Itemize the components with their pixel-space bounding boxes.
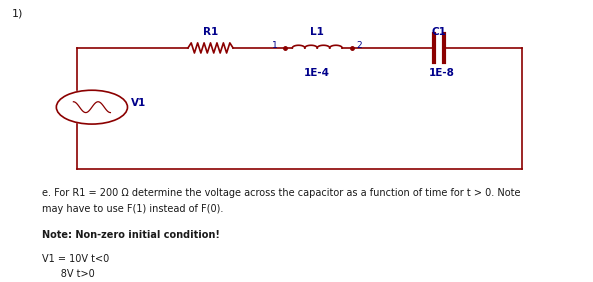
Text: R1: R1 [203, 27, 218, 37]
Text: L1: L1 [310, 27, 324, 37]
Text: 2: 2 [356, 41, 362, 50]
Text: 8V t>0: 8V t>0 [42, 269, 94, 279]
Text: V1 = 10V t<0: V1 = 10V t<0 [42, 254, 109, 264]
Text: 1E-4: 1E-4 [304, 68, 330, 78]
Text: C1: C1 [431, 27, 447, 37]
Text: 1E-8: 1E-8 [429, 68, 455, 78]
Text: V1: V1 [130, 98, 146, 108]
Text: e. For R1 = 200 Ω determine the voltage across the capacitor as a function of ti: e. For R1 = 200 Ω determine the voltage … [42, 188, 520, 197]
Text: 1: 1 [272, 41, 278, 50]
Text: 1): 1) [12, 8, 23, 18]
Text: may have to use F(1) instead of F(0).: may have to use F(1) instead of F(0). [42, 204, 223, 214]
Text: Note: Non-zero initial condition!: Note: Non-zero initial condition! [42, 230, 219, 240]
